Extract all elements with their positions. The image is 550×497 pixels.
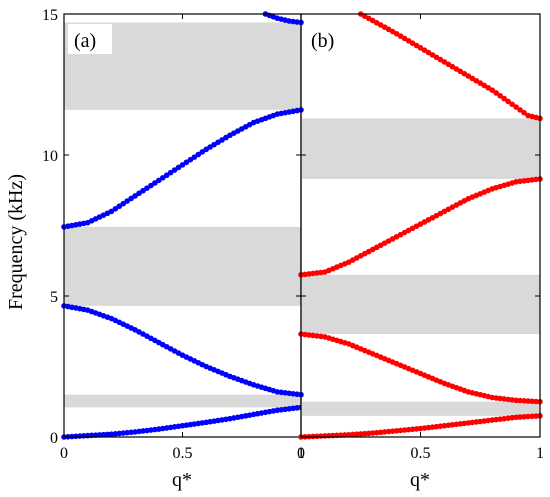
data-point [175, 164, 182, 171]
data-point [517, 414, 523, 420]
x-tick-label-a-2: 1 [297, 445, 305, 462]
data-point [521, 398, 527, 404]
data-point [361, 430, 368, 437]
data-point [314, 433, 320, 440]
data-point [191, 154, 198, 160]
data-point [513, 104, 519, 110]
y-tick-label-3: 15 [42, 7, 58, 24]
data-point [346, 431, 352, 438]
data-point [140, 187, 146, 194]
series-a-2 [61, 107, 304, 230]
data-point [144, 185, 150, 191]
data-point [136, 190, 142, 197]
data-point [513, 414, 519, 421]
data-point [199, 149, 206, 155]
data-point [112, 206, 119, 212]
data-point [509, 101, 515, 108]
data-point [124, 198, 130, 204]
data-point [195, 151, 202, 158]
data-point [525, 413, 531, 420]
panel-label-a: (a) [74, 30, 96, 52]
x-axis-title-a: q* [172, 469, 192, 491]
y-tick-label-2: 10 [42, 148, 58, 165]
x-axis-title-b: q* [410, 469, 430, 491]
data-point [187, 156, 194, 163]
band-gap-b-1 [301, 274, 540, 335]
data-point [529, 413, 535, 420]
band-gap-a-0 [64, 394, 301, 408]
data-point [171, 167, 178, 173]
data-point [497, 92, 503, 99]
data-point [357, 431, 364, 437]
panel-label-bg-a [68, 24, 112, 54]
x-tick-label-b-1: 0.5 [411, 445, 431, 462]
data-point [517, 107, 523, 113]
series-b-1 [298, 331, 543, 405]
data-point [505, 98, 511, 105]
data-point [525, 398, 531, 404]
data-point [167, 169, 174, 176]
data-point [163, 172, 170, 179]
x-tick-label-b-2: 1 [536, 445, 544, 462]
data-point [529, 398, 535, 405]
y-tick-label-1: 5 [50, 289, 58, 306]
data-point [349, 431, 356, 438]
y-tick-label-0: 0 [50, 430, 58, 447]
series-b-2 [298, 176, 543, 278]
panel-label-bg-b [305, 24, 349, 54]
data-point [100, 431, 107, 438]
data-point [120, 200, 127, 207]
data-point [156, 177, 162, 184]
panel-label-b: (b) [311, 30, 334, 52]
data-point [533, 398, 539, 405]
data-point [132, 193, 138, 199]
y-axis-title: Frequency (kHz) [5, 174, 27, 310]
band-gap-b-0 [301, 401, 540, 416]
data-point [521, 109, 527, 116]
data-point [152, 180, 158, 186]
data-point [342, 432, 348, 438]
panel-b: (b) 0 0.5 1 [297, 11, 544, 462]
band-gap-a-1 [64, 226, 301, 306]
x-tick-label-a-0: 0 [60, 445, 68, 462]
data-point [521, 413, 527, 420]
x-tick-label-b-0: 0 [297, 445, 305, 462]
data-point [353, 431, 360, 437]
series-b-0 [298, 413, 543, 440]
series-b-3 [357, 11, 543, 122]
x-tick-label-a-1: 0.5 [173, 445, 193, 462]
band-gap-b-2 [301, 118, 540, 179]
series-a-0 [61, 404, 304, 440]
data-point [183, 159, 190, 166]
data-point [513, 397, 519, 404]
data-point [365, 430, 372, 437]
data-point [493, 90, 499, 96]
data-point [533, 413, 539, 419]
data-point [148, 182, 154, 189]
data-point [128, 195, 134, 202]
data-point [517, 397, 523, 404]
data-point [108, 208, 115, 215]
data-point [501, 95, 507, 102]
data-point [96, 432, 103, 438]
data-point [116, 203, 123, 210]
data-point [104, 431, 111, 438]
data-point [159, 174, 166, 181]
data-point [489, 87, 496, 93]
data-point [73, 433, 79, 440]
data-point [179, 162, 186, 168]
series-a-1 [61, 303, 304, 398]
